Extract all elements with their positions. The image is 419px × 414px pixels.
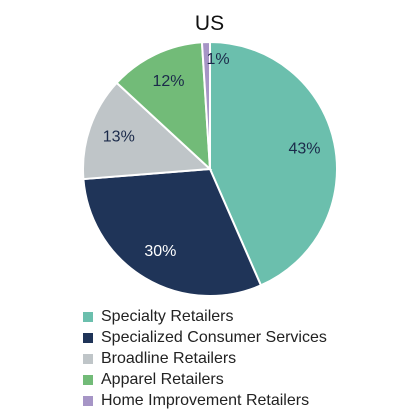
legend-item-0: Specialty Retailers (83, 306, 327, 327)
pie-slice-2 (82, 81, 213, 181)
legend-label-4: Home Improvement Retailers (101, 391, 310, 409)
legend-label-2: Broadline Retailers (101, 349, 237, 367)
legend-item-4: Home Improvement Retailers (83, 390, 327, 411)
legend-swatch-1 (83, 332, 93, 343)
slice-value-label-1: 30% (144, 243, 176, 260)
legend-item-2: Broadline Retailers (83, 348, 327, 369)
slice-value-label-0: 43% (288, 140, 320, 157)
chart-legend: Specialty Retailers Specialized Consumer … (83, 306, 327, 411)
legend-label-1: Specialized Consumer Services (101, 328, 327, 346)
slice-value-label-3: 12% (152, 73, 184, 90)
slice-value-label-4: 1% (207, 51, 230, 68)
pie-slice-3 (115, 41, 212, 172)
legend-swatch-4 (83, 395, 93, 406)
legend-swatch-2 (83, 353, 93, 364)
legend-label-3: Apparel Retailers (101, 370, 224, 388)
legend-item-3: Apparel Retailers (83, 369, 327, 390)
pie-labels: 43% 30% 13% 12% 1% (103, 51, 321, 260)
pie-slices (82, 40, 338, 297)
pie-slice-4 (200, 40, 211, 170)
legend-swatch-0 (83, 311, 93, 322)
chart-title: US (194, 12, 225, 35)
slice-value-label-2: 13% (103, 129, 135, 146)
pie-svg: 43% 30% 13% 12% 1% (82, 40, 338, 297)
pie-slice-1 (82, 167, 263, 297)
legend-item-1: Specialized Consumer Services (83, 327, 327, 348)
legend-swatch-3 (83, 374, 93, 385)
pie-slice-0 (209, 40, 338, 287)
legend-label-0: Specialty Retailers (101, 307, 234, 325)
